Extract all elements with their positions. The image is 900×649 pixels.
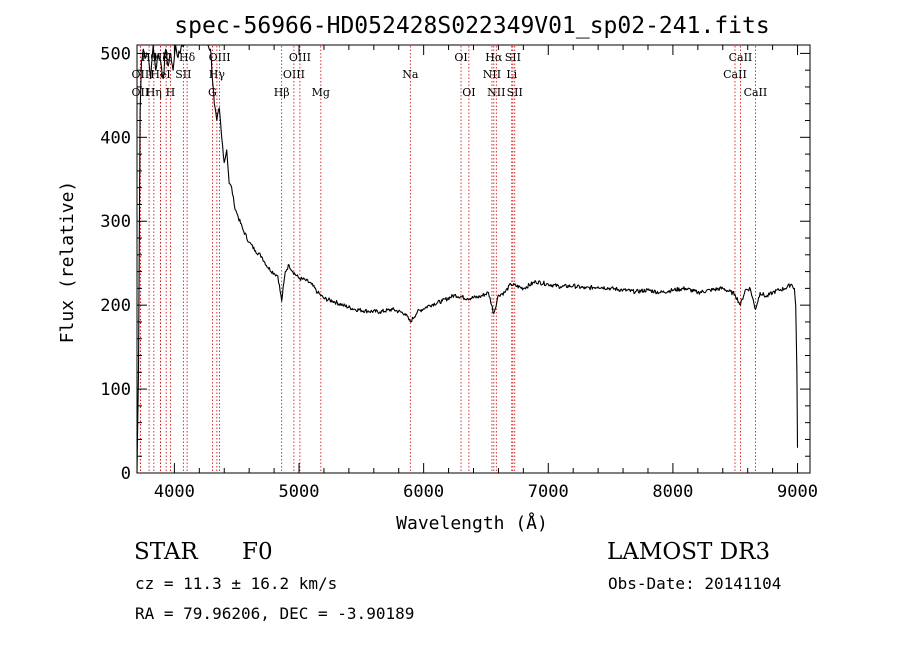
marker-label-25: SII bbox=[507, 86, 523, 99]
marker-label-1: OII bbox=[132, 68, 150, 81]
y-tick-label-0: 0 bbox=[121, 464, 131, 484]
y-tick-label-4: 400 bbox=[100, 128, 131, 148]
ra-dec-coordinates: RA = 79.96206, DEC = -3.90189 bbox=[135, 604, 415, 623]
y-tick-label-2: 200 bbox=[100, 296, 131, 316]
chart-title: spec-56966-HD052428S022349V01_sp02-241.f… bbox=[174, 13, 769, 39]
x-tick-label-2: 6000 bbox=[403, 482, 444, 502]
marker-label-9: Hδ bbox=[179, 51, 196, 64]
x-tick-label-4: 8000 bbox=[652, 482, 693, 502]
marker-label-14: OIII bbox=[283, 68, 305, 81]
y-axis-label: Flux (relative) bbox=[57, 181, 78, 344]
x-tick-label-0: 4000 bbox=[154, 482, 195, 502]
marker-label-15: OIII bbox=[289, 51, 311, 64]
marker-label-20: NII bbox=[483, 68, 501, 81]
marker-label-21: Hα bbox=[485, 51, 503, 64]
marker-label-8: SII bbox=[175, 68, 191, 81]
plot-frame bbox=[136, 44, 811, 474]
line-markers bbox=[139, 46, 756, 472]
marker-label-7: H bbox=[166, 86, 176, 99]
marker-label-28: CaII bbox=[744, 86, 768, 99]
line-marker-labels: OIIOIIHθHηHζHeIKHSIIHδGHγOIIIHβOIIIOIIIM… bbox=[132, 51, 768, 99]
marker-label-13: Hβ bbox=[274, 86, 290, 99]
x-tick-label-3: 7000 bbox=[528, 482, 569, 502]
marker-label-18: OI bbox=[454, 51, 467, 64]
y-tick-label-1: 100 bbox=[100, 380, 131, 400]
marker-label-23: Li bbox=[506, 68, 517, 81]
observation-date: Obs-Date: 20141104 bbox=[608, 574, 782, 593]
x-axis-label: Wavelength (Å) bbox=[396, 512, 548, 534]
survey-name: LAMOST DR3 bbox=[607, 539, 771, 565]
marker-label-16: Mg bbox=[312, 86, 330, 99]
marker-label-27: CaII bbox=[729, 51, 753, 64]
subclass: F0 bbox=[242, 539, 273, 565]
marker-label-26: CaII bbox=[723, 68, 747, 81]
redshift-cz: cz = 11.3 ± 16.2 km/s bbox=[135, 574, 338, 593]
marker-label-24: SII bbox=[505, 51, 521, 64]
marker-label-12: OIII bbox=[209, 51, 231, 64]
marker-label-11: Hγ bbox=[209, 68, 226, 81]
y-tick-label-5: 500 bbox=[100, 44, 131, 64]
marker-label-3: Hη bbox=[146, 86, 162, 99]
marker-label-5: HeI bbox=[150, 68, 170, 81]
y-tick-label-3: 300 bbox=[100, 212, 131, 232]
spectrum-line bbox=[136, 44, 799, 474]
marker-label-10: G bbox=[208, 86, 217, 99]
marker-label-17: Na bbox=[402, 68, 419, 81]
marker-label-19: OI bbox=[462, 86, 475, 99]
x-tick-label-5: 9000 bbox=[777, 482, 818, 502]
object-class: STAR bbox=[134, 539, 198, 565]
x-tick-label-1: 5000 bbox=[279, 482, 320, 502]
marker-label-22: NII bbox=[487, 86, 505, 99]
axis-ticks: 4000 5000 6000 7000 8000 9000 0 100 200 300 400 500 bbox=[100, 44, 818, 502]
